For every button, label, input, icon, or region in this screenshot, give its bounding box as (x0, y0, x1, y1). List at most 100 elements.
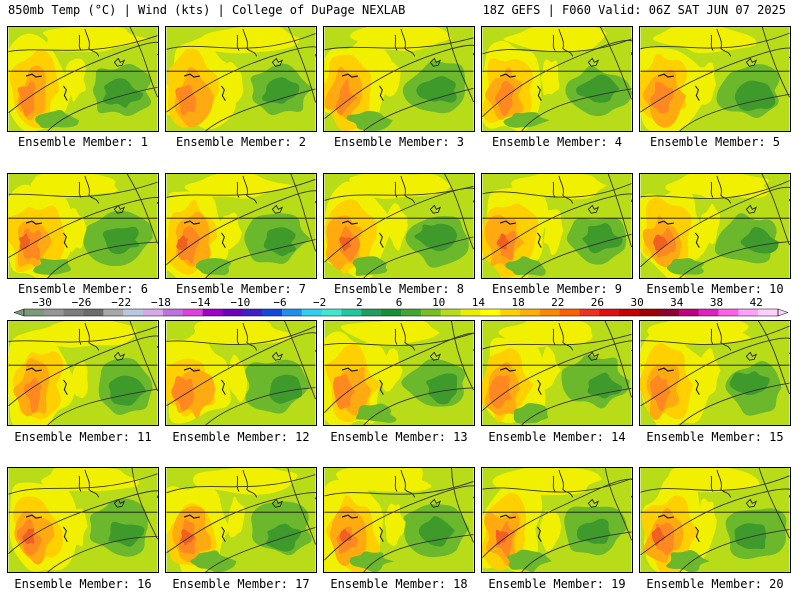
ensemble-member-map (639, 173, 791, 279)
ensemble-member-map (7, 173, 159, 279)
ensemble-member-label: Ensemble Member: 1 (17, 135, 149, 149)
ensemble-member-label: Ensemble Member: 18 (330, 577, 468, 591)
ensemble-member-map (7, 467, 159, 573)
colorbar-swatch (539, 309, 561, 316)
colorbar-tick-label: −10 (230, 296, 250, 309)
temperature-field-map (482, 321, 632, 425)
colorbar-tick-label: −26 (72, 296, 92, 309)
ensemble-member-map (481, 173, 633, 279)
colorbar-tick-label: −2 (313, 296, 326, 309)
colorbar-swatch (143, 309, 164, 316)
colorbar-swatch (202, 309, 223, 316)
colorbar-swatch (83, 309, 104, 316)
colorbar-tick-label: 26 (591, 296, 604, 309)
ensemble-member-label: Ensemble Member: 12 (172, 430, 310, 444)
colorbar-swatch (341, 309, 362, 316)
header-title: 850mb Temp (°C) | Wind (kts) | College o… (8, 3, 406, 17)
colorbar-swatch (63, 309, 84, 316)
colorbar-swatch (381, 309, 402, 316)
temperature-field-map (640, 321, 790, 425)
ensemble-member-label: Ensemble Member: 6 (17, 282, 149, 296)
colorbar-swatch (103, 309, 124, 316)
colorbar-swatch (281, 309, 303, 316)
colorbar-swatch (420, 309, 441, 316)
ensemble-member-map (481, 26, 633, 132)
temperature-field-map (324, 321, 474, 425)
temperature-field-map (8, 27, 158, 131)
colorbar-tick-label: 18 (511, 296, 524, 309)
colorbar-tick-label: 34 (670, 296, 684, 309)
colorbar-tick-label: 30 (630, 296, 643, 309)
colorbar-graphic: −30 −26 −22 −18 −14 −10 −6 −2 2 6 10 14 18 22 26 30 34 38… (13, 296, 789, 317)
colorbar-arrow-left (13, 308, 25, 317)
colorbar-swatch (162, 309, 184, 316)
colorbar-tick-label: −14 (191, 296, 211, 309)
ensemble-member-map (323, 173, 475, 279)
ensemble-member-map (7, 320, 159, 426)
colorbar-swatch (658, 309, 680, 316)
colorbar-tick-label: 10 (432, 296, 445, 309)
ensemble-member-label: Ensemble Member: 19 (488, 577, 626, 591)
ensemble-member-label: Ensemble Member: 16 (14, 577, 152, 591)
temperature-field-map (8, 468, 158, 572)
colorbar-swatch (361, 309, 382, 316)
temperature-field-map (166, 321, 316, 425)
temperature-field-map (482, 27, 632, 131)
colorbar-swatch (758, 309, 779, 316)
colorbar-swatch (242, 309, 263, 316)
colorbar-swatch (639, 309, 660, 316)
ensemble-member-map (165, 320, 317, 426)
temperature-field-map (640, 174, 790, 278)
colorbar-swatch (718, 309, 739, 316)
temperature-field-map (482, 468, 632, 572)
ensemble-member-label: Ensemble Member: 10 (646, 282, 784, 296)
colorbar-tick-label: 2 (356, 296, 363, 309)
ensemble-member-label: Ensemble Member: 9 (491, 282, 623, 296)
colorbar-swatch (579, 309, 600, 316)
ensemble-member-label: Ensemble Member: 8 (333, 282, 465, 296)
colorbar-swatch (301, 309, 322, 316)
ensemble-member-map (639, 467, 791, 573)
ensemble-member-map (323, 467, 475, 573)
colorbar-swatch (480, 309, 501, 316)
colorbar-swatch (698, 309, 719, 316)
temperature-field-map (8, 174, 158, 278)
ensemble-member-map (481, 320, 633, 426)
colorbar-swatch (182, 309, 203, 316)
colorbar-tick-label: 6 (396, 296, 403, 309)
colorbar-swatch (460, 309, 481, 316)
ensemble-member-map (165, 26, 317, 132)
temperature-colorbar: −30 −26 −22 −18 −14 −10 −6 −2 2 6 10 14 18 22 26 30 34 38… (0, 296, 800, 322)
temperature-field-map (640, 27, 790, 131)
ensemble-member-map (165, 467, 317, 573)
ensemble-member-map (7, 26, 159, 132)
colorbar-swatch (619, 309, 640, 316)
colorbar-swatch (24, 309, 45, 316)
temperature-field-map (324, 468, 474, 572)
colorbar-tick-label: −22 (111, 296, 131, 309)
temperature-field-map (166, 468, 316, 572)
colorbar-swatch (321, 309, 342, 316)
colorbar-arrow-right (777, 308, 789, 317)
ensemble-member-label: Ensemble Member: 11 (14, 430, 152, 444)
colorbar-swatch (738, 309, 759, 316)
colorbar-swatch (401, 309, 422, 316)
header-run-info: 18Z GEFS | F060 Valid: 06Z SAT JUN 07 20… (482, 3, 786, 17)
ensemble-member-label: Ensemble Member: 3 (333, 135, 465, 149)
temperature-field-map (8, 321, 158, 425)
ensemble-member-map (323, 26, 475, 132)
ensemble-member-label: Ensemble Member: 7 (175, 282, 307, 296)
ensemble-member-label: Ensemble Member: 5 (649, 135, 781, 149)
colorbar-swatch (678, 309, 699, 316)
colorbar-swatch (520, 309, 541, 316)
ensemble-member-map (639, 320, 791, 426)
colorbar-tick-label: 22 (551, 296, 564, 309)
temperature-field-map (640, 468, 790, 572)
ensemble-member-label: Ensemble Member: 14 (488, 430, 626, 444)
colorbar-swatch (262, 309, 283, 316)
ensemble-member-map (481, 467, 633, 573)
colorbar-swatch (440, 309, 461, 316)
colorbar-tick-label: −6 (273, 296, 286, 309)
colorbar-tick-label: −30 (32, 296, 52, 309)
ensemble-member-label: Ensemble Member: 17 (172, 577, 310, 591)
